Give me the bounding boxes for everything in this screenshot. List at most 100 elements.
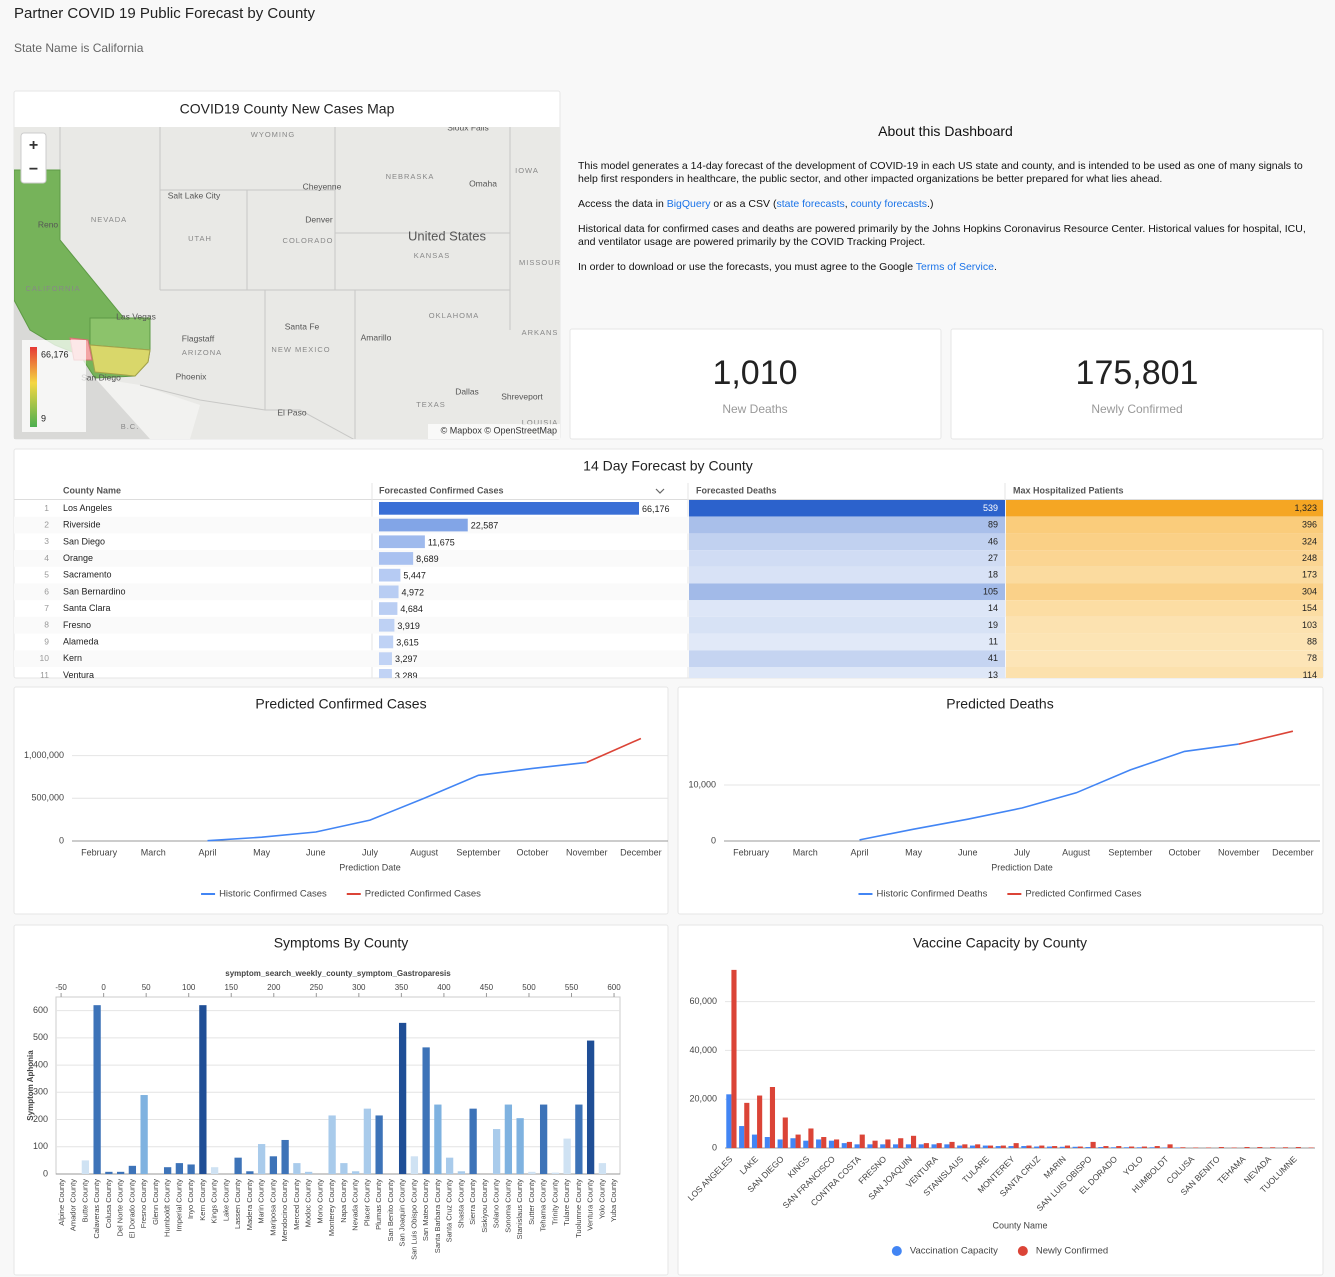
bar (1046, 1146, 1053, 1148)
legend-label[interactable]: Predicted Confirmed Cases (1025, 889, 1141, 900)
map-place-label: MISSOUR (519, 258, 561, 267)
column-header[interactable]: Forecasted Deaths (696, 485, 777, 495)
bar (1218, 1147, 1224, 1148)
map-place-label: Amarillo (361, 332, 392, 342)
x-tick-label: May (905, 847, 923, 857)
x-tick-label: Madera County (245, 1179, 254, 1231)
zoom-out-button[interactable]: − (29, 161, 38, 178)
row-number: 3 (44, 536, 49, 546)
y-tick-label: 0 (712, 1142, 717, 1152)
link[interactable]: BigQuery (666, 198, 711, 210)
bar (445, 1157, 454, 1174)
x-axis-label: Prediction Date (991, 862, 1053, 872)
bar (1111, 1147, 1117, 1148)
cell-value: 396 (1302, 520, 1317, 530)
bar (918, 1144, 924, 1148)
cell-value: 103 (1302, 620, 1317, 630)
x-tick-label: 300 (352, 983, 366, 992)
heat-cell (689, 600, 1005, 617)
cell-value: 11,675 (428, 537, 455, 547)
row-number: 1 (44, 503, 49, 513)
heat-cell (689, 667, 1005, 678)
map-place-label: ARKANS (522, 328, 559, 337)
bar (81, 1160, 90, 1174)
series-line (859, 743, 1239, 841)
map-place-label: Phoenix (176, 371, 207, 381)
map-place-label: Dallas (455, 386, 479, 396)
county-name: San Diego (63, 536, 105, 546)
bar (816, 1139, 822, 1148)
row-number: 11 (40, 670, 49, 680)
bar (234, 1157, 242, 1174)
table-bar (379, 518, 468, 532)
y-tick-label: 0 (43, 1168, 48, 1178)
bar (293, 1163, 301, 1174)
map-place-label: WYOMING (251, 130, 296, 139)
series-line (207, 761, 587, 842)
bar (469, 1108, 477, 1174)
x-tick-label: Alpine County (57, 1179, 66, 1226)
bar (410, 1156, 419, 1174)
heat-cell (689, 616, 1005, 634)
legend-label[interactable]: Newly Confirmed (1036, 1246, 1108, 1257)
legend-label[interactable]: Vaccination Capacity (910, 1246, 998, 1257)
bar (1116, 1146, 1122, 1148)
x-tick-label: Amador County (69, 1179, 78, 1231)
bar (969, 1145, 976, 1148)
bar (1154, 1146, 1160, 1148)
cell-value: 324 (1302, 536, 1317, 546)
bar (1072, 1146, 1078, 1148)
legend-label[interactable]: Predicted Confirmed Cases (365, 889, 481, 900)
card (13, 924, 669, 1276)
bar (93, 1005, 101, 1174)
legend-label[interactable]: Historic Confirmed Deaths (876, 889, 987, 900)
bar (504, 1104, 513, 1174)
x-tick-label: 200 (267, 983, 281, 992)
scorecard-value: 175,801 (1076, 354, 1199, 392)
bar (328, 1115, 336, 1174)
county-name: Riverside (63, 520, 101, 530)
scorecard-label: Newly Confirmed (1091, 402, 1182, 416)
bar (872, 1140, 878, 1148)
x-tick-label: San Luis Obispo County (409, 1179, 418, 1260)
x-tick-label: Tulare County (562, 1179, 571, 1226)
bar (1064, 1145, 1071, 1148)
bar (846, 1141, 852, 1148)
column-header[interactable]: Max Hospitalized Patients (1013, 485, 1124, 495)
x-tick-label: 500 (522, 983, 536, 992)
bar (1039, 1145, 1045, 1148)
heat-cell (1006, 667, 1323, 678)
x-tick-label: Mono County (315, 1179, 324, 1224)
heat-cell (1006, 550, 1323, 567)
x-tick-label: 400 (437, 983, 451, 992)
bar (1085, 1147, 1091, 1148)
series-line (1238, 730, 1294, 745)
bar (457, 1171, 466, 1174)
bar (1077, 1146, 1083, 1148)
bar (893, 1144, 899, 1148)
sort-icon[interactable] (655, 488, 665, 494)
about-title: About this Dashboard (878, 123, 1013, 139)
link[interactable]: county forecasts (850, 198, 928, 210)
county-name: Alameda (63, 636, 99, 646)
cell-value: 304 (1302, 586, 1317, 596)
table-bar (379, 669, 392, 678)
x-tick-label: December (1272, 847, 1314, 857)
map-attribution: © Mapbox © OpenStreetMap (441, 425, 557, 435)
bar (975, 1144, 981, 1148)
column-header[interactable]: Forecasted Confirmed Cases (379, 485, 504, 495)
link[interactable]: state forecasts (776, 198, 845, 210)
map-place-label: United States (408, 228, 487, 243)
legend-label[interactable]: Historic Confirmed Cases (219, 889, 327, 900)
cell-value: 89 (988, 520, 998, 530)
table-bar (379, 552, 414, 565)
cell-value: 1,323 (1294, 503, 1317, 513)
x-tick-label: San Mateo County (421, 1179, 430, 1241)
zoom-in-button[interactable]: + (29, 137, 38, 154)
link[interactable]: Terms of Service (915, 261, 994, 273)
bar (744, 1102, 750, 1148)
y-tick-label: 20,000 (689, 1094, 717, 1104)
column-header[interactable]: County Name (63, 485, 121, 495)
card (13, 686, 669, 915)
heat-cell (1006, 516, 1323, 534)
